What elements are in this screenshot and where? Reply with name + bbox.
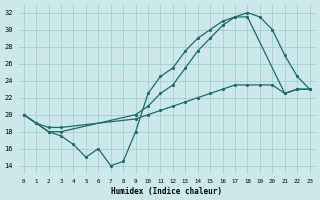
- X-axis label: Humidex (Indice chaleur): Humidex (Indice chaleur): [111, 187, 222, 196]
